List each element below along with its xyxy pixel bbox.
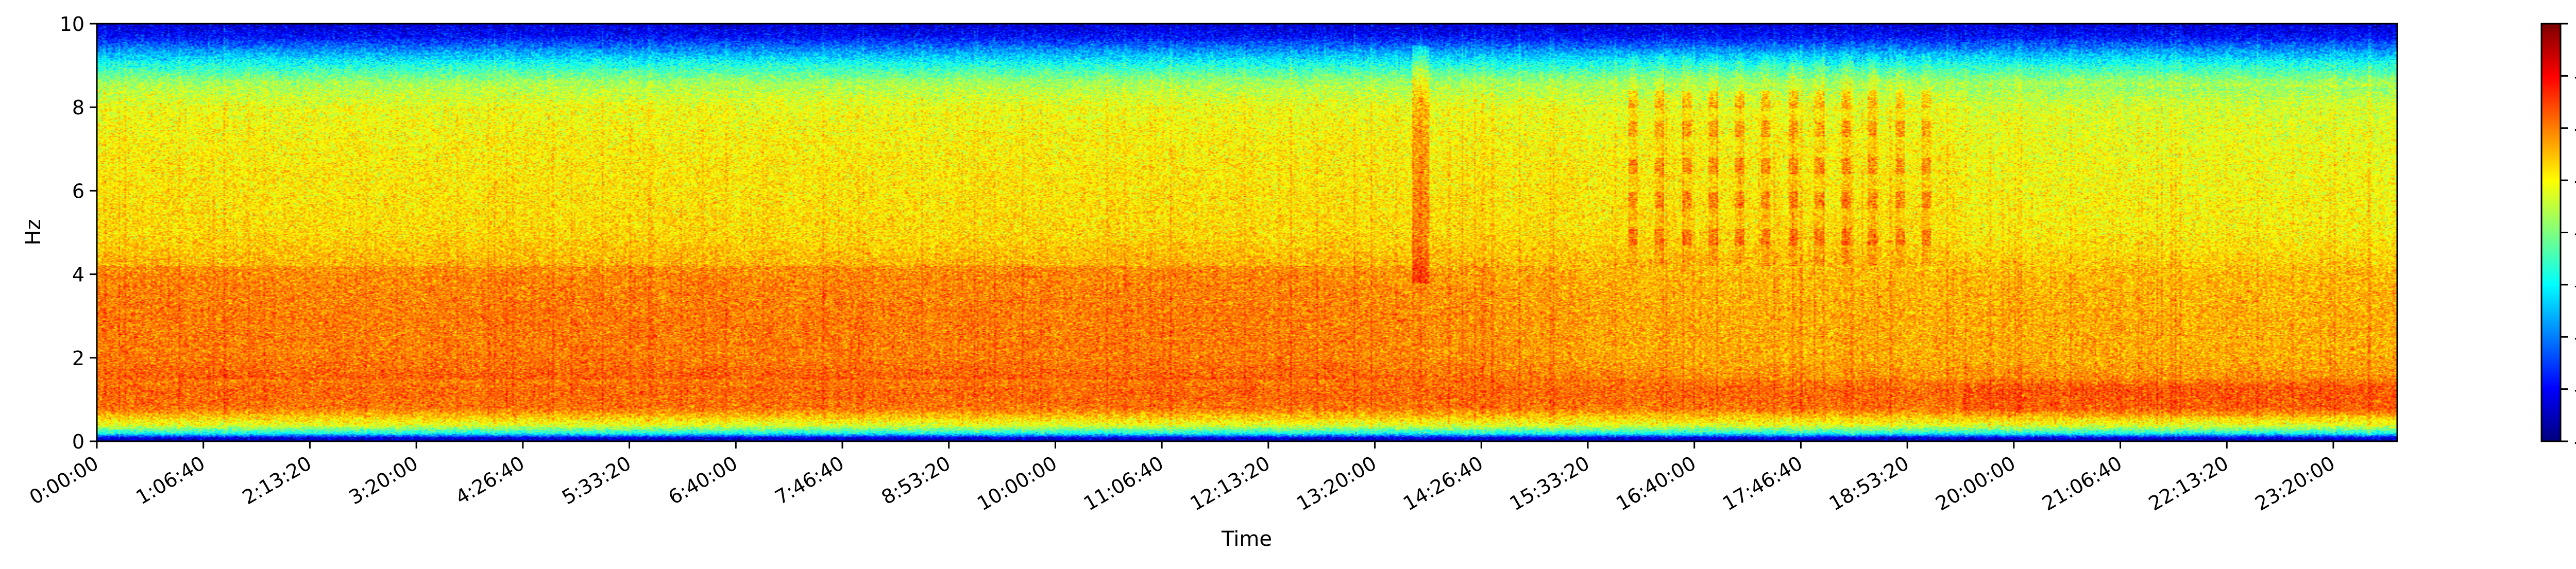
x-tick-label: 15:33:20 (1506, 452, 1594, 515)
colorbar-frame (2540, 23, 2562, 442)
colorbar-ticks: +0 dB -10 dB -20 dB -30 dB -40 dB -50 dB -60 d… (2561, 13, 2576, 453)
colorbar-tick-label: -60 dB (2574, 326, 2576, 349)
x-tick-label: 23:20:00 (2251, 452, 2339, 515)
colorbar-tick-label: -70 dB (2574, 378, 2576, 401)
x-tick-label: 11:06:40 (1080, 452, 1167, 515)
x-tick-label: 8:53:20 (877, 452, 954, 509)
colorbar-tick-label: -50 dB (2574, 274, 2576, 297)
x-tick-label: 22:13:20 (2145, 452, 2232, 515)
x-tick-label: 7:46:40 (771, 452, 848, 509)
x-tick-label: 18:53:20 (1825, 452, 1913, 515)
colorbar-gradient (2541, 24, 2561, 441)
x-tick-label: 12:13:20 (1187, 452, 1274, 515)
x-axis-ticks: 0:00:00 1:06:40 2:13:20 3:20:00 4:26:40 5:33:… (26, 441, 2339, 515)
spectrogram-image (97, 24, 2397, 441)
x-tick-label: 17:46:40 (1719, 452, 1806, 515)
y-axis-ticks: 0 2 4 6 8 10 (60, 13, 97, 453)
y-tick-label: 0 (72, 430, 84, 453)
x-tick-label: 14:26:40 (1399, 452, 1487, 515)
x-tick-label: 21:06:40 (2038, 452, 2126, 515)
x-tick-label: 10:00:00 (973, 452, 1061, 515)
y-tick-label: 2 (72, 347, 84, 370)
y-tick-label: 6 (72, 180, 84, 202)
colorbar-tick-label: -30 dB (2574, 169, 2576, 192)
colorbar-tick-label: +0 dB (2574, 13, 2576, 36)
plot-frame (96, 23, 2398, 442)
x-tick-label: 4:26:40 (451, 452, 528, 509)
y-axis-label: Hz (22, 219, 45, 245)
colorbar-tick-label: -10 dB (2574, 65, 2576, 88)
x-tick-label: 0:00:00 (26, 452, 103, 509)
y-tick-label: 8 (72, 96, 84, 119)
colorbar-tick-label: -20 dB (2574, 117, 2576, 140)
x-tick-label: 16:40:00 (1612, 452, 1700, 515)
x-tick-label: 13:20:00 (1293, 452, 1380, 515)
colorbar-tick-label: -80 dB (2574, 430, 2576, 453)
x-tick-label: 2:13:20 (239, 452, 315, 509)
x-tick-label: 5:33:20 (558, 452, 635, 509)
x-tick-label: 3:20:00 (345, 452, 422, 509)
y-tick-label: 10 (60, 13, 84, 36)
colorbar-tick-label: -40 dB (2574, 222, 2576, 245)
x-tick-label: 1:06:40 (132, 452, 209, 509)
x-tick-label: 6:40:00 (665, 452, 741, 509)
y-tick-label: 4 (72, 264, 84, 286)
x-axis-label: Time (1221, 527, 1272, 551)
x-tick-label: 20:00:00 (1932, 452, 2020, 515)
